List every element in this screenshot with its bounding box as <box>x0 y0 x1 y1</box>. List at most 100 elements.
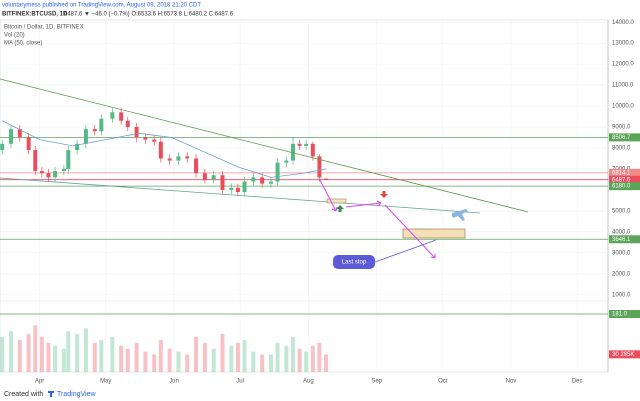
footer-brand: TradingView <box>57 391 96 398</box>
candle-body <box>235 187 240 193</box>
candle-body <box>17 129 22 138</box>
y-tick-label: 11000.0 <box>612 83 634 89</box>
candle-body <box>152 139 157 142</box>
volume-bar <box>235 342 240 372</box>
volume-bar <box>75 334 80 372</box>
volume-bar <box>275 342 280 372</box>
volume-bar <box>211 348 216 372</box>
candle-body <box>61 168 66 172</box>
y-tick-label: 14000.0 <box>612 20 634 26</box>
candle-body <box>134 127 139 138</box>
volume-bar <box>53 345 58 372</box>
volume-bar <box>134 342 139 372</box>
y-tick-label: 3000.0 <box>612 250 631 256</box>
axis-labels: 14000.0 13000.0 12000.0 11000.0 10000.0 9000.… <box>35 20 640 385</box>
volume-bar <box>185 354 190 372</box>
y-tick-label: 10000.0 <box>612 104 634 110</box>
y-tick-label: 5000.0 <box>612 208 631 214</box>
legend-item: Vol (20) <box>4 33 25 39</box>
x-tick-label: Nov <box>506 379 517 385</box>
candle-body <box>211 175 216 180</box>
volume-bar <box>110 337 115 372</box>
candle-body <box>260 177 265 184</box>
zone <box>326 198 347 204</box>
candle-body <box>125 120 130 128</box>
y-tick-label: 1000.0 <box>612 292 631 298</box>
up-arrow-icon <box>336 205 344 212</box>
candle-body <box>167 158 172 161</box>
candle-body <box>119 112 124 121</box>
level-label: 6180.0 <box>612 184 631 190</box>
grid <box>0 20 608 372</box>
x-tick-label: Dec <box>572 379 583 385</box>
volume-bar <box>310 345 315 372</box>
volume-bar <box>324 354 329 372</box>
volume-marker-label: 181.0 <box>612 312 628 318</box>
legend: Bitcoin / Dollar, 1D, BITFINEX Vol (20) … <box>4 25 84 47</box>
arrow-path <box>319 179 436 259</box>
x-tick-label: Jun <box>169 379 179 385</box>
quote: 6487.6 ▼ −46.0 (−0.7%) O:6533.6 H:6573.8… <box>64 12 234 18</box>
candle-body <box>229 187 234 190</box>
x-tick-label: Jul <box>236 379 244 385</box>
candle-body <box>284 160 289 163</box>
level-label: 6487.6 <box>612 177 631 183</box>
y-tick-label: 12000.0 <box>612 62 634 68</box>
candle-body <box>268 181 273 184</box>
x-tick-label: May <box>100 379 111 385</box>
volume-bar <box>46 342 51 372</box>
volume-bar <box>99 339 104 372</box>
candles <box>0 108 329 372</box>
x-tick-label: Aug <box>303 379 314 385</box>
candle-body <box>0 143 5 151</box>
footer-bg <box>0 386 640 401</box>
volume-bar <box>26 334 31 372</box>
volume-bar <box>268 354 273 372</box>
legend-item: MA (50, close) <box>4 41 42 47</box>
y-tick-label: 13000.0 <box>612 41 634 47</box>
y-tick-label: 8000.0 <box>612 146 631 152</box>
volume-bar <box>152 354 157 372</box>
volume-bar <box>194 337 199 372</box>
candle-body <box>185 156 190 159</box>
candle-body <box>324 178 329 180</box>
candle-body <box>304 143 309 146</box>
volume-bar <box>304 351 309 372</box>
callout-text: Last stop <box>342 260 367 266</box>
candle-body <box>33 150 38 172</box>
volume-bar <box>39 337 44 372</box>
volume-bar <box>92 342 97 372</box>
candle-body <box>317 156 322 178</box>
candle-body <box>53 171 58 178</box>
candle-body <box>92 129 97 132</box>
candle-body <box>75 143 80 151</box>
candle-body <box>194 158 199 174</box>
volume-bar <box>202 342 207 372</box>
volume-bar <box>158 339 163 372</box>
level-label: 3646.1 <box>612 237 631 243</box>
candle-body <box>99 118 104 132</box>
candle-body <box>275 162 280 182</box>
y-tick-label: 2000.0 <box>612 271 631 277</box>
candle-body <box>39 171 44 174</box>
y-tick-label: 9000.0 <box>612 125 631 131</box>
volume-label: 30 285K <box>612 352 634 358</box>
volume-bar <box>251 351 256 372</box>
volume-bar <box>66 331 71 372</box>
trend-line <box>0 177 481 214</box>
volume-bar <box>229 345 234 372</box>
volume-bar <box>33 325 38 372</box>
candle-body <box>220 175 225 190</box>
x-tick-label: Oct <box>438 379 448 385</box>
x-tick-label: Apr <box>35 379 44 385</box>
down-arrow-icon <box>380 191 388 198</box>
candle-body <box>310 143 315 157</box>
volume-bar <box>125 348 130 372</box>
publish-line: voluntarymess published on TradingView.c… <box>2 3 201 9</box>
trend-line <box>0 78 529 213</box>
volume-bar <box>17 339 22 372</box>
level-label-bg <box>609 168 640 177</box>
